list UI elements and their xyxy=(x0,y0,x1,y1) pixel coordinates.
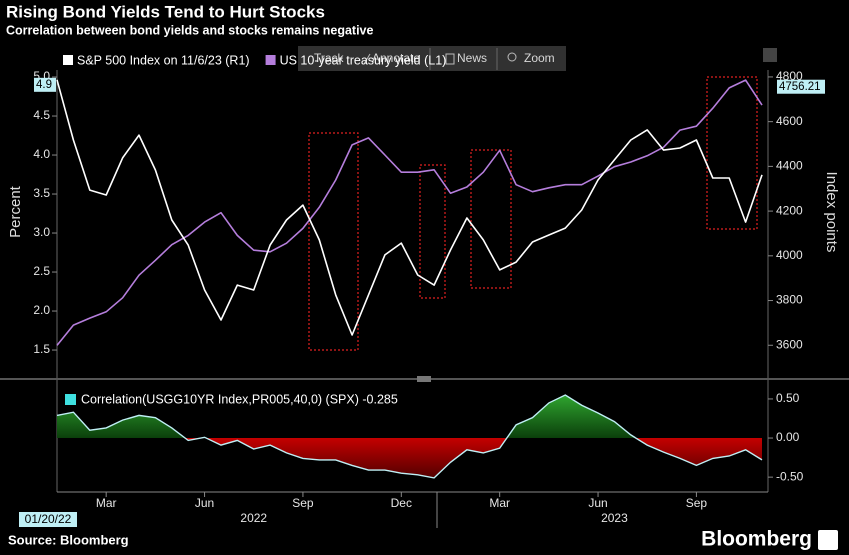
toolbar-annotate[interactable]: Annotate xyxy=(372,51,420,65)
last-value-text: 4.9 xyxy=(36,79,52,91)
legend-swatch xyxy=(265,55,276,65)
area-fill-positive xyxy=(57,395,762,439)
year-label: 2023 xyxy=(601,511,628,525)
x-tick-label: Mar xyxy=(96,496,117,510)
highlight-box xyxy=(419,164,446,299)
x-tick-label: Sep xyxy=(292,496,314,510)
toolbar-zoom[interactable]: Zoom xyxy=(524,51,555,65)
annotate-icon xyxy=(363,53,371,65)
legend-swatch xyxy=(63,55,73,65)
toolbar-track[interactable]: Track xyxy=(314,51,345,65)
highlight-box xyxy=(706,76,758,230)
legend-label: S&P 500 Index on 11/6/23 (R1) xyxy=(77,53,250,67)
series-line xyxy=(56,394,763,479)
y-tick-label: 4.5 xyxy=(33,108,50,122)
y-axis-label: Percent xyxy=(7,185,24,238)
y-tick-label: 4200 xyxy=(776,203,803,217)
x-tick-label: Sep xyxy=(686,496,708,510)
y-tick-label: 4000 xyxy=(776,248,803,262)
legend-swatch xyxy=(65,394,76,405)
y-tick-label: 3.5 xyxy=(33,186,50,200)
scroll-control[interactable] xyxy=(763,48,777,62)
last-value-text: 4756.21 xyxy=(779,81,821,93)
y-tick-label: 3.0 xyxy=(33,225,50,239)
news-icon xyxy=(445,53,455,65)
x-tick-label: Jun xyxy=(195,496,214,510)
start-date-label: 01/20/22 xyxy=(25,512,72,526)
last-value-tag xyxy=(34,77,56,92)
divider-handle xyxy=(417,376,431,382)
source: Source: Bloomberg xyxy=(8,532,129,547)
y-tick-label: 0.00 xyxy=(776,430,800,444)
legend-label: US 10-year treasury yield (L1) xyxy=(280,53,447,67)
zoom-icon xyxy=(507,52,517,62)
y-tick-label: 4.0 xyxy=(33,147,50,161)
highlight-box xyxy=(308,132,359,351)
highlight-box xyxy=(470,149,512,289)
y-tick-label: 0.50 xyxy=(776,391,800,405)
y-tick-label: 4800 xyxy=(776,69,803,83)
chart-title: Rising Bond Yields Tend to Hurt Stocks xyxy=(6,2,325,21)
start-date-tag xyxy=(19,512,77,527)
chart-subtitle: Correlation between bond yields and stoc… xyxy=(6,23,374,37)
y-tick-label: 4400 xyxy=(776,159,803,173)
brand-icon xyxy=(818,530,838,550)
toolbar: Track Annotate News Zoom xyxy=(298,46,777,71)
highlight-boxes xyxy=(308,76,758,351)
y2-axis-label: Index points xyxy=(823,172,840,253)
series-line xyxy=(56,79,763,346)
toolbar-news[interactable]: News xyxy=(457,51,487,65)
x-tick-label: Mar xyxy=(489,496,510,510)
y-tick-label: -0.50 xyxy=(776,469,804,483)
year-label: 2022 xyxy=(240,511,267,525)
legend-label: Correlation(USGG10YR Index,PR005,40,0) (… xyxy=(81,392,398,406)
y-tick-label: 1.5 xyxy=(33,342,50,356)
y-tick-label: 3800 xyxy=(776,293,803,307)
x-tick-label: Jun xyxy=(588,496,607,510)
y-tick-label: 4600 xyxy=(776,114,803,128)
x-tick-label: Dec xyxy=(391,496,412,510)
toolbar-bg xyxy=(298,46,566,71)
last-value-tag xyxy=(777,79,825,94)
area-fill-negative xyxy=(185,438,762,478)
y-tick-label: 2.0 xyxy=(33,303,50,317)
brand-logo: Bloomberg xyxy=(701,528,812,551)
y-tick-label: 3600 xyxy=(776,337,803,351)
series-line xyxy=(56,79,763,336)
y-tick-label: 2.5 xyxy=(33,264,50,278)
